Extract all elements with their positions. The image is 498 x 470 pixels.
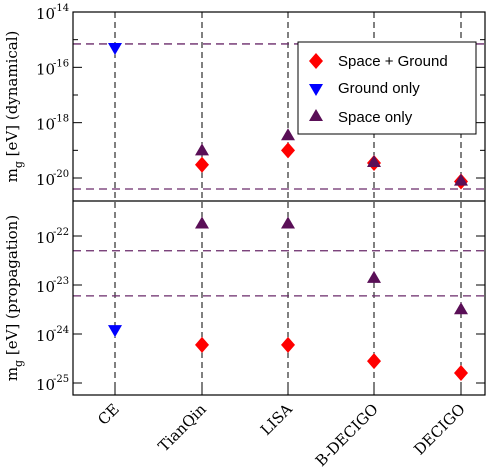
- propagation-space-ground-lisa-marker: [281, 336, 295, 353]
- dynamical-ytick-label: 10-16: [36, 58, 69, 78]
- propagation-ylabel: mg [eV] (propagation): [3, 215, 25, 381]
- x-category-labels: CE TianQin LISA B-DECIGO DECIGO: [94, 400, 469, 470]
- legend-box: [297, 41, 477, 135]
- propagation-space-only-decigo-marker: [454, 302, 468, 315]
- legend-label-space-only: Space only: [338, 109, 413, 126]
- propagation-ground-only-ce-marker: [108, 325, 122, 338]
- dynamical-ytick-label: 10-18: [36, 114, 69, 134]
- xtick-label-b-decigo: B-DECIGO: [312, 400, 382, 470]
- dynamical-ytick-exponent: -14: [53, 3, 69, 14]
- dynamical-ytick-label: 10-20: [36, 169, 69, 189]
- propagation-ytick-label: 10-24: [36, 325, 69, 345]
- xtick-label-tianqin: TianQin: [155, 400, 211, 456]
- dynamical-space-only-lisa-marker: [281, 128, 295, 141]
- dynamical-ytick-exponent: -18: [53, 114, 69, 125]
- dynamical-ytick-base: 10: [36, 116, 55, 134]
- propagation-space-ground-decigo-marker: [454, 364, 468, 381]
- legend-triangle-down-icon: [309, 84, 323, 96]
- legend-diamond-icon: [309, 53, 323, 69]
- dynamical-ylabel: mg [eV] (dynamical): [3, 31, 25, 183]
- propagation-ytick-label: 10-23: [36, 276, 69, 296]
- legend-entry-space-ground: Space + Ground: [309, 53, 448, 70]
- dynamical-space-ground-tianqin-marker: [195, 156, 209, 173]
- propagation-markers: [108, 216, 468, 381]
- dynamical-ytick-exponent: -16: [53, 58, 69, 69]
- plot-frame: [72, 11, 486, 396]
- propagation-ytick-label: 10-22: [36, 227, 69, 247]
- propagation-ytick-base: 10: [36, 278, 55, 296]
- y-axis-labels: mg [eV] (dynamical) mg [eV] (propagation): [3, 31, 25, 382]
- legend-triangle-up-icon: [309, 109, 323, 121]
- legend-entry-space-only: Space only: [309, 109, 413, 126]
- axes: [72, 11, 486, 396]
- data-markers: [108, 42, 468, 381]
- dynamical-ytick-base: 10: [36, 60, 55, 78]
- propagation-ytick-exponent: -25: [53, 374, 69, 385]
- legend-entry-ground-only: Ground only: [309, 80, 420, 97]
- propagation-ytick-base: 10: [36, 229, 55, 247]
- xtick-label-decigo: DECIGO: [410, 400, 468, 458]
- propagation-ytick-label: 10-25: [36, 374, 69, 394]
- propagation-ytick-base: 10: [36, 376, 55, 394]
- xtick-label-ce: CE: [94, 400, 123, 429]
- legend-label-space-ground: Space + Ground: [338, 53, 448, 70]
- dynamical-ytick-exponent: -20: [53, 169, 69, 180]
- propagation-space-only-tianqin-marker: [195, 216, 209, 229]
- dynamical-space-only-tianqin-marker: [195, 143, 209, 156]
- legend: Space + Ground Ground only Space only: [297, 41, 477, 135]
- propagation-bound-lines: [73, 250, 485, 297]
- propagation-ytick-exponent: -22: [53, 227, 69, 238]
- legend-label-ground-only: Ground only: [338, 80, 420, 97]
- propagation-space-only-lisa-marker: [281, 216, 295, 229]
- propagation-ytick-exponent: -24: [53, 325, 69, 336]
- propagation-space-ground-tianqin-marker: [195, 336, 209, 353]
- propagation-ytick-exponent: -23: [53, 276, 69, 287]
- dynamical-space-only-b-decigo-marker: [367, 154, 381, 167]
- propagation-space-ground-b-decigo-marker: [367, 353, 381, 370]
- dynamical-space-ground-lisa-marker: [281, 142, 295, 159]
- dynamical-markers: [108, 42, 468, 190]
- dynamical-ytick-base: 10: [36, 171, 55, 189]
- dynamical-ytick-base: 10: [36, 5, 55, 23]
- dynamical-space-only-decigo-marker: [454, 173, 468, 186]
- dynamical-ytick-label: 10-14: [36, 3, 69, 23]
- xtick-label-lisa: LISA: [257, 400, 296, 439]
- propagation-ytick-base: 10: [36, 327, 55, 345]
- dynamical-ground-only-ce-marker: [108, 42, 122, 55]
- propagation-space-only-b-decigo-marker: [367, 270, 381, 283]
